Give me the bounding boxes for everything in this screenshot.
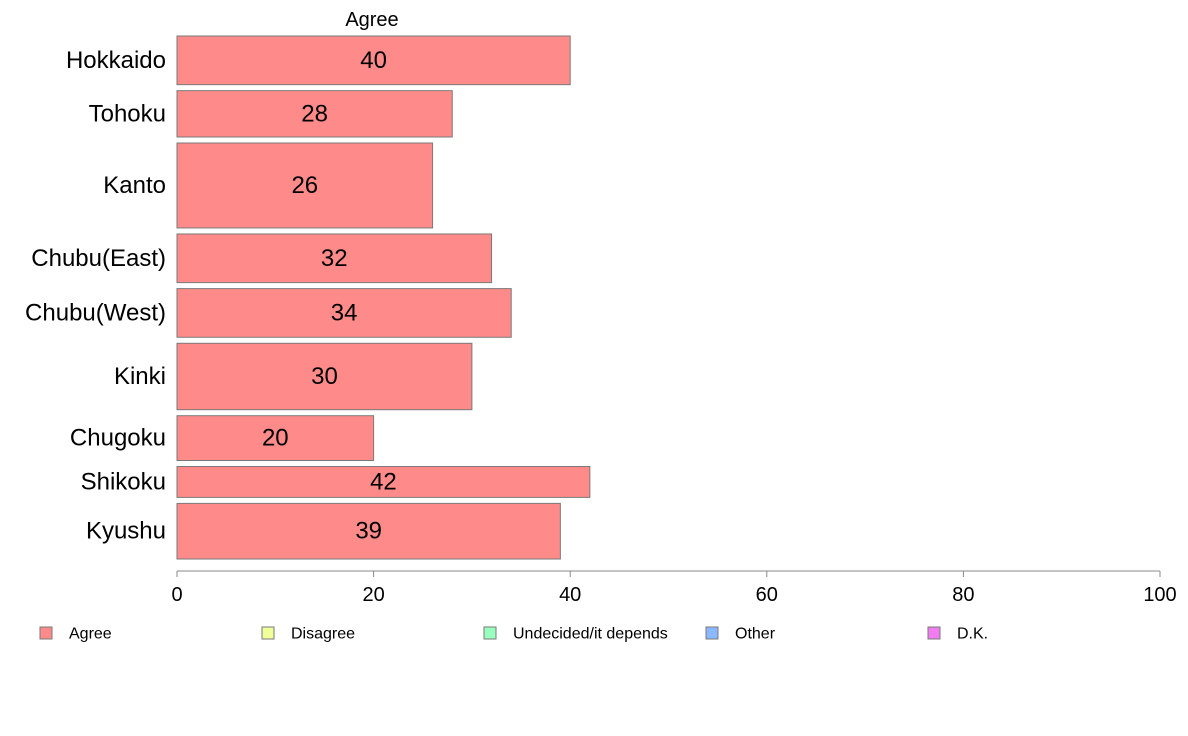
panel-title: Agree — [345, 9, 398, 31]
bar-data-label: 32 — [321, 245, 348, 272]
legend-label: Undecided/it depends — [513, 626, 668, 643]
bar-data-label: 34 — [331, 299, 358, 326]
bar-data-label: 20 — [262, 425, 289, 452]
legend-swatch — [705, 626, 719, 640]
bar-data-label: 42 — [370, 468, 397, 495]
bar-tohoku — [176, 90, 453, 138]
category-label: Kinki — [114, 363, 166, 390]
legend-label: Disagree — [291, 626, 355, 643]
bar-data-label: 26 — [291, 172, 318, 199]
category-label: Kyushu — [86, 518, 166, 545]
category-label: Chubu(West) — [25, 299, 166, 326]
bars-group: 40 28 26 32 34 30 20 42 39 — [176, 35, 591, 560]
legend-label: Agree — [69, 626, 112, 643]
legend: Agree Disagree Undecided/it depends Other D.… — [39, 626, 988, 643]
x-tick-label: 60 — [756, 584, 778, 606]
legend-label: D.K. — [957, 626, 988, 643]
category-label: Shikoku — [81, 468, 166, 495]
category-label: Tohoku — [89, 100, 166, 127]
x-tick-label: 100 — [1143, 584, 1176, 606]
legend-swatch — [483, 626, 497, 640]
bar-data-label: 39 — [355, 518, 382, 545]
bar-chubu-east- — [176, 233, 493, 284]
legend-swatch — [39, 626, 53, 640]
category-label: Kanto — [103, 172, 166, 199]
legend-swatch — [927, 626, 941, 640]
x-tick-label: 80 — [952, 584, 974, 606]
bar-data-label: 40 — [360, 47, 387, 74]
bar-data-label: 30 — [311, 363, 338, 390]
x-axis: 0 20 40 60 80 100 — [171, 570, 1177, 606]
category-label: Chubu(East) — [31, 245, 166, 272]
bar-kinki — [176, 342, 473, 411]
legend-swatch — [261, 626, 275, 640]
bar-kyushu — [176, 502, 561, 560]
category-labels: Hokkaido Tohoku Kanto Chubu(East) Chubu(West… — [25, 47, 166, 545]
bar-data-label: 28 — [301, 100, 328, 127]
bar-chugoku — [176, 415, 375, 461]
category-label: Chugoku — [70, 425, 166, 452]
bar-hokkaido — [176, 35, 571, 86]
legend-label: Other — [735, 626, 776, 643]
category-label: Hokkaido — [66, 47, 166, 74]
bar-shikoku — [176, 465, 591, 498]
x-tick-label: 0 — [171, 584, 182, 606]
x-tick-label: 40 — [559, 584, 581, 606]
x-tick-label: 20 — [362, 584, 384, 606]
bar-kanto — [176, 142, 434, 229]
bar-chubu-west- — [176, 288, 512, 338]
